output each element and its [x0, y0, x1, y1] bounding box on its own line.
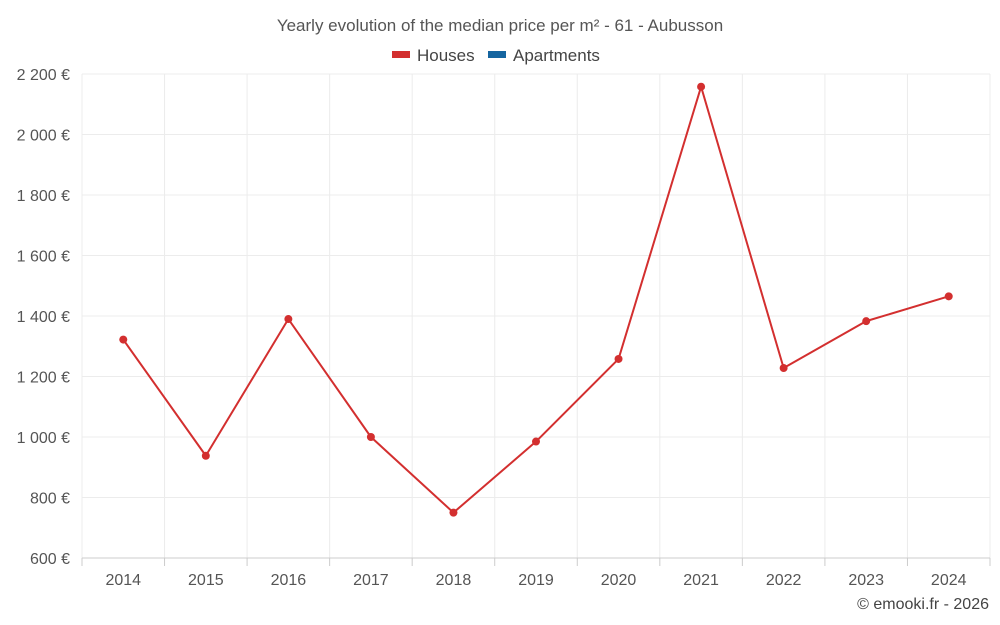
x-tick-label: 2017 — [353, 572, 389, 589]
legend-label-houses: Houses — [417, 46, 475, 65]
y-tick-label: 1 800 € — [17, 188, 70, 205]
legend-item-houses[interactable]: Houses — [392, 46, 475, 65]
x-tick-label: 2019 — [518, 572, 554, 589]
credit-text: © emooki.fr - 2026 — [857, 596, 989, 613]
x-tick-label: 2021 — [683, 572, 719, 589]
data-point-houses[interactable] — [532, 437, 540, 446]
x-axis: 2014 2015 2016 2017 2018 2019 2020 2021 2022 2023… — [81, 557, 991, 589]
y-tick-label: 1 200 € — [17, 370, 70, 387]
data-point-houses[interactable] — [201, 451, 210, 460]
y-tick-label: 800 € — [30, 491, 70, 508]
x-tick-label: 2014 — [105, 572, 141, 589]
x-tick-label: 2022 — [766, 572, 802, 589]
x-tick-label: 2023 — [848, 572, 884, 589]
legend: Houses Apartments — [392, 46, 600, 65]
x-tick-label: 2020 — [601, 572, 637, 589]
data-point-houses[interactable] — [614, 354, 623, 363]
y-tick-label: 600 € — [30, 551, 70, 568]
data-point-houses[interactable] — [366, 433, 375, 441]
y-tick-label: 1 000 € — [17, 430, 70, 447]
series-houses — [119, 82, 953, 517]
x-tick-label: 2024 — [931, 572, 967, 589]
data-point-houses[interactable] — [697, 82, 706, 91]
x-tick-label: 2016 — [271, 572, 307, 589]
data-point-houses[interactable] — [284, 315, 293, 324]
gridlines — [81, 73, 991, 558]
legend-item-apartments[interactable]: Apartments — [488, 46, 600, 65]
x-tick-label: 2015 — [188, 572, 224, 589]
y-tick-label: 2 200 € — [17, 67, 70, 84]
data-point-houses[interactable] — [944, 292, 953, 301]
data-point-houses[interactable] — [119, 335, 128, 344]
y-tick-label: 1 600 € — [17, 249, 70, 266]
legend-label-apartments: Apartments — [513, 46, 600, 65]
data-point-houses[interactable] — [779, 364, 788, 373]
x-tick-label: 2018 — [436, 572, 472, 589]
legend-swatch-apartments — [488, 51, 506, 58]
y-tick-label: 2 000 € — [17, 128, 70, 145]
legend-swatch-houses — [392, 51, 410, 58]
y-tick-label: 1 400 € — [17, 309, 70, 326]
data-point-houses[interactable] — [862, 317, 871, 326]
data-point-houses[interactable] — [449, 508, 458, 517]
y-axis: 600 € 800 € 1 000 € 1 200 € 1 400 € 1 600 € 1 … — [17, 67, 70, 568]
chart-title: Yearly evolution of the median price per… — [277, 16, 723, 35]
